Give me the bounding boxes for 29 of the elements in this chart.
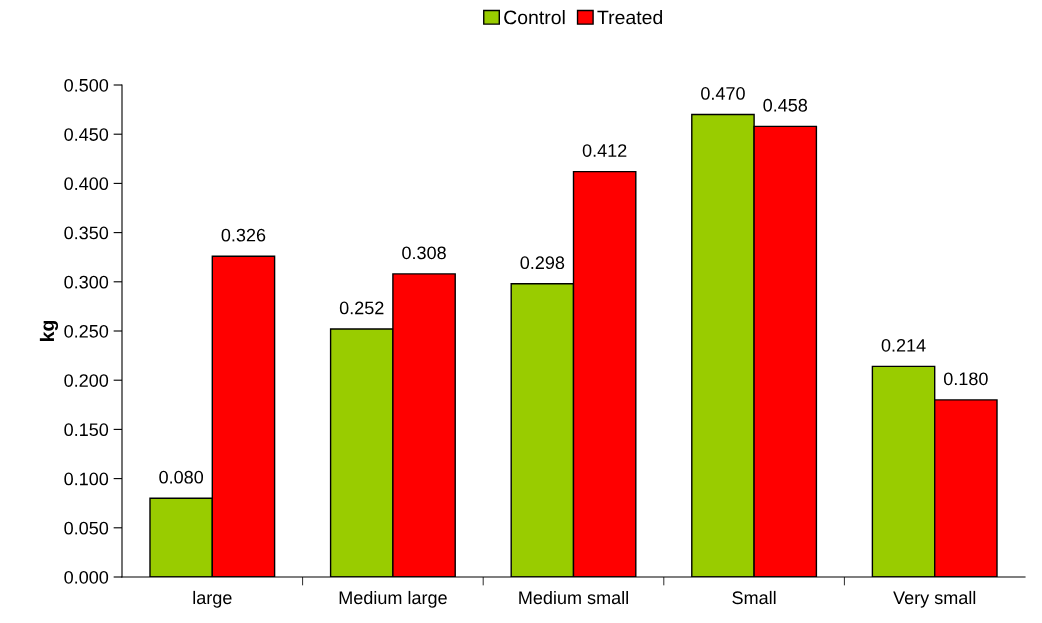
- x-tick-label: Very small: [893, 590, 976, 608]
- x-tick-label: Small: [732, 590, 776, 605]
- data-label: 0.214: [881, 338, 926, 352]
- data-label: 0.252: [339, 301, 384, 315]
- y-tick-label: 0.000: [64, 570, 109, 584]
- data-label: 0.412: [582, 144, 627, 157]
- data-label: 0.298: [520, 256, 565, 270]
- y-tick-label: 0.250: [64, 324, 109, 338]
- y-tick-label: 0.450: [64, 128, 109, 141]
- y-tick-label: 0.100: [64, 472, 109, 486]
- legend-label: Control: [504, 10, 565, 25]
- y-tick-label: 0.150: [64, 423, 109, 437]
- data-label: 0.180: [943, 372, 988, 386]
- data-label: 0.080: [159, 470, 204, 484]
- x-tick-label: Medium small: [519, 590, 628, 605]
- y-tick-label: 0.400: [64, 177, 109, 191]
- y-tick-label: 0.200: [64, 374, 109, 387]
- y-axis-title: kg: [39, 320, 59, 341]
- data-label: 0.326: [221, 228, 266, 242]
- y-tick-label: 0.300: [64, 275, 109, 289]
- y-tick-label: 0.500: [64, 78, 109, 92]
- data-label: 0.308: [402, 246, 446, 260]
- y-tick-label: 0.050: [64, 521, 109, 535]
- data-label: 0.470: [701, 87, 745, 100]
- y-tick-label: 0.350: [64, 226, 109, 240]
- legend-label: Treated: [597, 10, 663, 25]
- x-tick-label: Medium large: [339, 590, 447, 608]
- data-label: 0.458: [763, 98, 808, 112]
- x-tick-label: large: [193, 590, 232, 608]
